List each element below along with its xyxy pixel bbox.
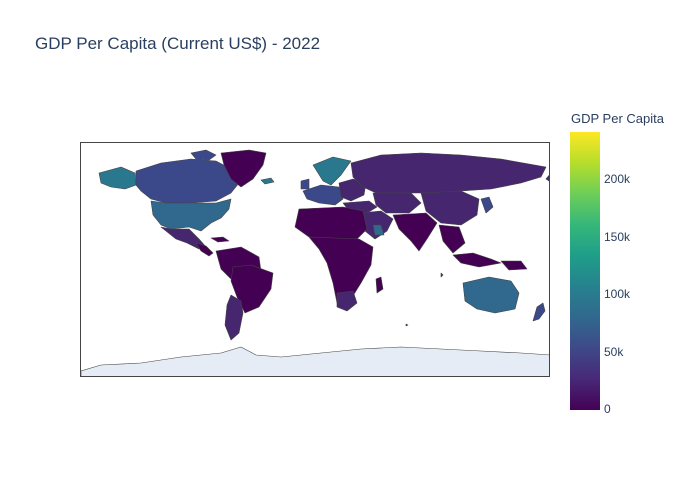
region-western-europe[interactable] [302,184,344,206]
region-madagascar[interactable] [375,276,384,294]
region-united-states[interactable] [150,198,232,232]
region-new-zealand[interactable] [532,302,546,322]
region-australia[interactable] [462,276,520,314]
region-china[interactable] [420,190,480,226]
region-north-africa[interactable] [294,206,368,240]
region-caribbean[interactable] [210,236,230,243]
world-map[interactable] [80,142,550,377]
colorbar-title: GDP Per Capita [571,111,664,126]
colorbar-tick-50k: 50k [604,345,624,359]
region-arctic-islands[interactable] [190,149,217,161]
region-russia[interactable] [350,152,547,194]
region-antarctica[interactable] [81,346,550,377]
region-uk[interactable] [300,178,310,190]
region-small-islands [405,174,549,327]
region-canada[interactable] [135,158,240,204]
colorbar-tick-100k: 100k [604,287,631,301]
region-eastern-europe[interactable] [338,178,367,202]
chart-title: GDP Per Capita (Current US$) - 2022 [35,34,321,53]
region-central-america[interactable] [195,242,214,257]
region-scandinavia[interactable] [312,156,352,186]
region-greenland[interactable] [220,149,267,188]
region-southern-africa[interactable] [336,290,358,312]
region-indonesia[interactable] [452,252,502,268]
region-alaska[interactable] [98,166,137,190]
region-gulf-states[interactable] [372,224,385,236]
region-papua[interactable] [500,260,528,271]
colorbar-tick-0: 0 [604,402,611,416]
region-south-america-south[interactable] [224,294,244,341]
world-map-svg [81,149,550,377]
region-brazil[interactable] [230,264,274,314]
region-central-asia[interactable] [372,192,422,214]
colorbar-tick-200k: 200k [604,172,631,186]
colorbar [570,132,600,410]
region-iceland[interactable] [260,177,275,185]
region-korea-japan[interactable] [480,196,494,214]
region-south-asia[interactable] [392,212,438,252]
region-southeast-asia[interactable] [438,224,466,254]
colorbar-tick-150k: 150k [604,230,631,244]
